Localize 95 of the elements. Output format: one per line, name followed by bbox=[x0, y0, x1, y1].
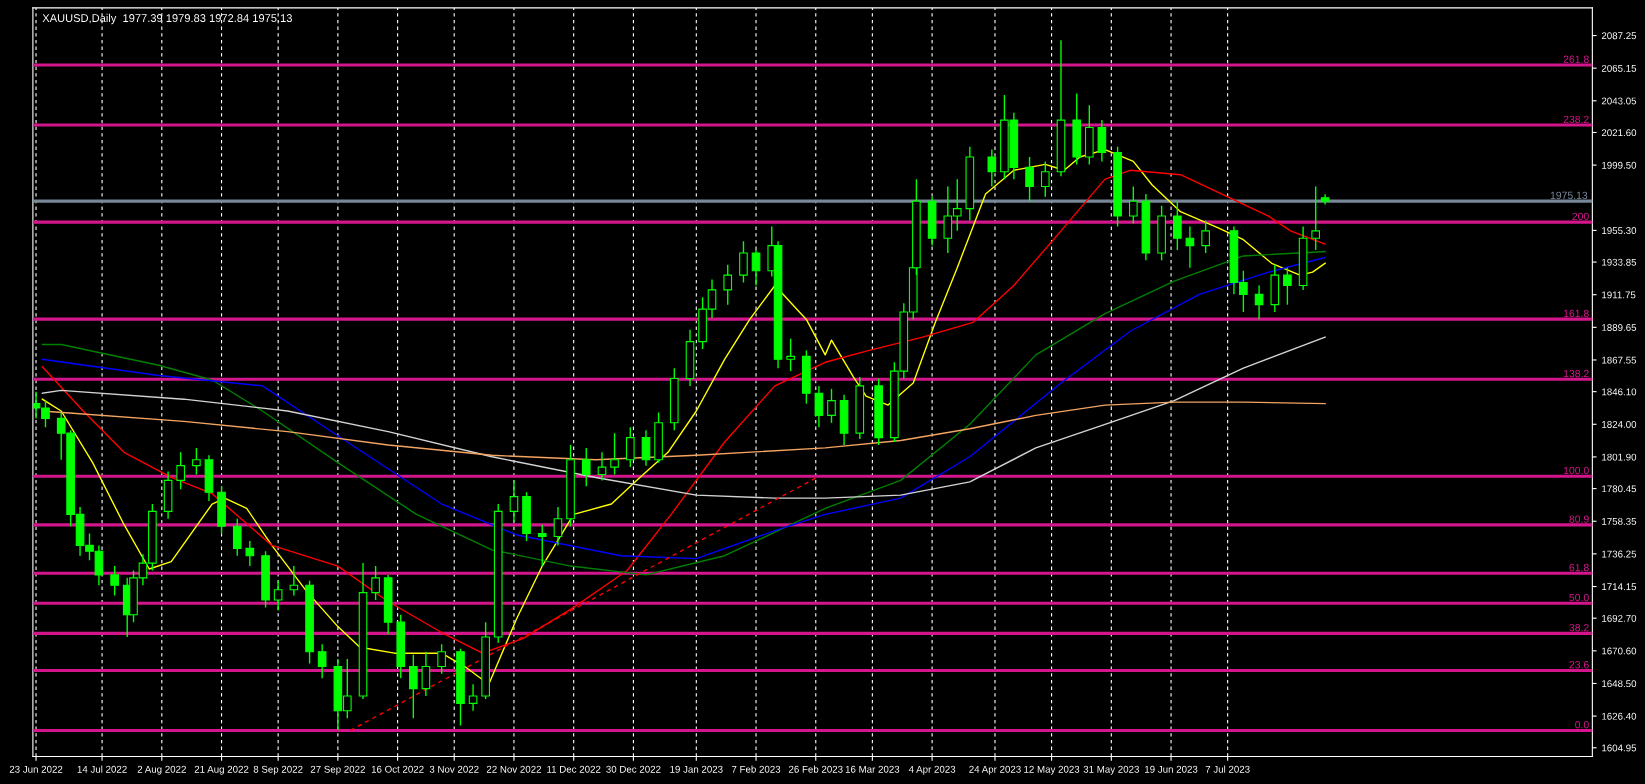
candlestick bbox=[176, 451, 185, 490]
annotation: 161.8 bbox=[1563, 309, 1589, 318]
x-tick-label: 19 Jan 2023 bbox=[670, 765, 723, 773]
x-tick-label: 21 Aug 2022 bbox=[194, 765, 249, 775]
text: XAUUSD,Daily 1977.39 1979.83 1972.84 1975.13 bbox=[42, 13, 292, 25]
annotation: 38.2 bbox=[1569, 623, 1589, 632]
candlestick bbox=[581, 447, 591, 488]
x-tick-label: 7 Jul 2023 bbox=[1205, 765, 1250, 773]
y-tick-label: 1604.95 bbox=[1602, 744, 1637, 752]
y-tick-label: 1758.35 bbox=[1602, 517, 1637, 525]
candlestick bbox=[1283, 267, 1292, 306]
annotation: 80.9 bbox=[1569, 515, 1589, 523]
candlestick bbox=[1025, 156, 1034, 202]
x-tick-label: 12 May 2023 bbox=[1024, 765, 1080, 775]
candlestick bbox=[245, 540, 255, 567]
candlestick bbox=[371, 565, 380, 601]
y-tick-label: 1648.50 bbox=[1602, 680, 1637, 688]
candlestick bbox=[537, 524, 547, 567]
y-tick-label: 1801.90 bbox=[1602, 453, 1637, 461]
candlestick bbox=[437, 643, 446, 675]
candlestick bbox=[468, 683, 478, 712]
candlestick bbox=[987, 148, 997, 188]
y-tick-label: 1626.40 bbox=[1602, 712, 1637, 720]
candlestick bbox=[597, 451, 607, 482]
candlestick bbox=[814, 385, 824, 428]
annotation: 100.0 bbox=[1563, 466, 1589, 475]
x-tick-label: 4 Apr 2023 bbox=[908, 765, 956, 775]
candlestick bbox=[553, 506, 563, 547]
candlestick bbox=[751, 249, 761, 287]
candlestick bbox=[1311, 185, 1321, 251]
ref-line-label: 1975.13 bbox=[1550, 191, 1588, 200]
candlestick bbox=[409, 653, 418, 719]
x-tick-label: 14 Jul 2022 bbox=[77, 765, 127, 773]
y-tick-label: 1889.65 bbox=[1602, 324, 1637, 331]
x-tick-label: 16 Oct 2022 bbox=[371, 765, 424, 773]
x-tick-label: 7 Feb 2023 bbox=[731, 765, 781, 773]
x-tick-label: 19 Jun 2023 bbox=[1145, 765, 1198, 773]
x-tick-label: 22 Nov 2022 bbox=[486, 765, 542, 773]
x-tick-label: 31 May 2023 bbox=[1083, 765, 1139, 775]
y-tick-label: 1692.70 bbox=[1602, 614, 1637, 622]
x-tick-label: 30 Dec 2022 bbox=[606, 765, 661, 773]
annotation: 0.0 bbox=[1575, 720, 1589, 729]
candlestick bbox=[625, 426, 635, 468]
y-tick-label: 1867.55 bbox=[1602, 356, 1637, 364]
candlestick bbox=[421, 651, 431, 697]
annotation: 138.2 bbox=[1563, 369, 1589, 378]
candlestick bbox=[610, 432, 619, 476]
candlestick bbox=[1128, 185, 1138, 225]
y-tick-label: 2087.25 bbox=[1601, 32, 1637, 40]
y-tick-label: 2043.05 bbox=[1601, 97, 1637, 105]
candlestick bbox=[739, 240, 748, 284]
y-tick-label: 1999.50 bbox=[1602, 161, 1637, 169]
y-tick-label: 1955.30 bbox=[1602, 227, 1637, 235]
x-tick-label: 26 Feb 2023 bbox=[788, 765, 843, 773]
annotation: 50.0 bbox=[1569, 593, 1589, 602]
annotation: 238.2 bbox=[1563, 115, 1589, 124]
line-series bbox=[41, 336, 1326, 499]
candlestick bbox=[786, 337, 795, 372]
candlestick bbox=[273, 580, 283, 612]
candlestick bbox=[1173, 200, 1182, 251]
x-tick-label: 11 Dec 2022 bbox=[547, 765, 601, 773]
y-tick-label: 2065.15 bbox=[1601, 64, 1637, 72]
candlestick bbox=[192, 447, 201, 476]
candlestick bbox=[509, 479, 519, 523]
y-tick-label: 1714.15 bbox=[1602, 583, 1637, 591]
candlestick bbox=[110, 565, 119, 597]
candlestick bbox=[289, 565, 299, 597]
candlestick bbox=[827, 388, 836, 424]
x-tick-label: 24 Apr 2023 bbox=[969, 765, 1021, 775]
y-tick-label: 1846.10 bbox=[1602, 388, 1637, 396]
x-tick-label: 2 Aug 2022 bbox=[137, 765, 186, 775]
annotation: 200 bbox=[1572, 212, 1589, 221]
annotation: 23.6 bbox=[1569, 661, 1589, 669]
candlestick bbox=[1185, 225, 1195, 269]
candlestick bbox=[1040, 160, 1050, 198]
x-tick-label: 23 Jun 2022 bbox=[9, 765, 63, 773]
y-tick-label: 1780.45 bbox=[1602, 485, 1637, 493]
candlestick bbox=[1201, 219, 1210, 254]
y-tick-label: 1736.25 bbox=[1602, 550, 1637, 558]
candlestick bbox=[723, 264, 733, 306]
x-tick-label: 3 Nov 2022 bbox=[429, 765, 479, 773]
candlestick bbox=[232, 518, 242, 557]
annotation: 61.8 bbox=[1569, 563, 1589, 572]
y-tick-label: 1933.85 bbox=[1602, 258, 1637, 266]
x-tick-label: 27 Sep 2022 bbox=[310, 765, 365, 775]
y-tick-label: 1911.75 bbox=[1602, 291, 1636, 299]
y-tick-label: 1824.00 bbox=[1602, 421, 1637, 428]
candlestick bbox=[317, 643, 327, 679]
y-tick-label: 1670.60 bbox=[1602, 647, 1637, 655]
annotation: 261.8 bbox=[1563, 55, 1589, 63]
y-tick-label: 2021.60 bbox=[1601, 129, 1637, 137]
candlestick bbox=[1254, 284, 1264, 321]
x-tick-label: 8 Sep 2022 bbox=[253, 765, 303, 775]
x-tick-label: 16 Mar 2023 bbox=[845, 765, 900, 773]
candlestick bbox=[641, 429, 651, 467]
